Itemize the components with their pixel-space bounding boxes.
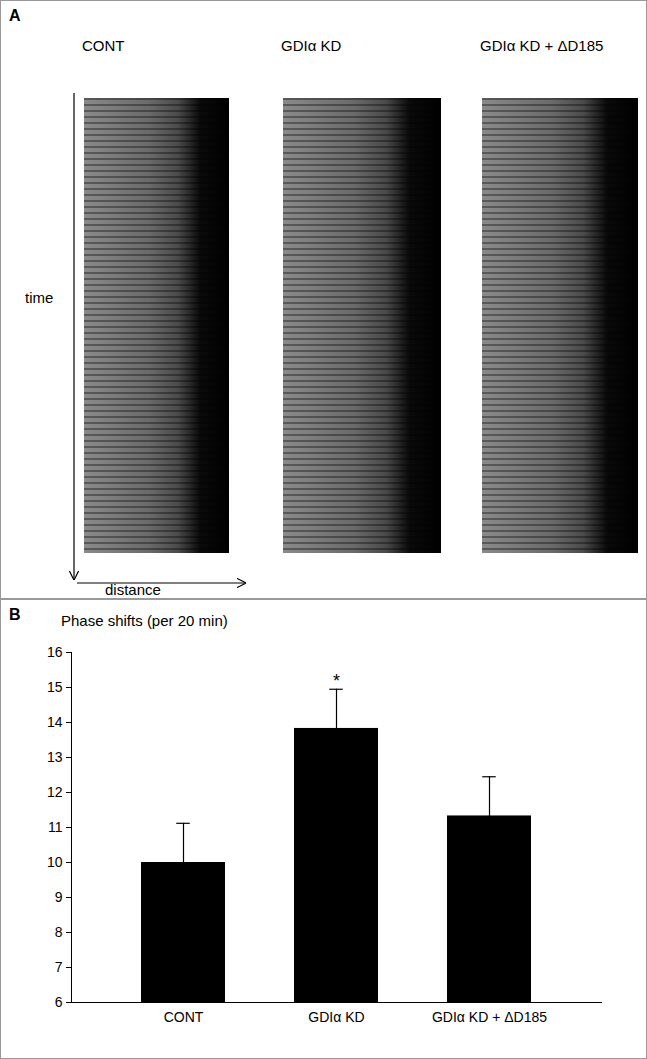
svg-text:*: * [333,671,340,691]
svg-text:10: 10 [47,854,63,870]
svg-text:14: 14 [47,714,63,730]
svg-text:CONT: CONT [164,1009,204,1025]
svg-text:9: 9 [55,889,63,905]
svg-text:distance: distance [105,581,161,598]
svg-text:12: 12 [47,784,63,800]
svg-text:6: 6 [55,994,63,1010]
html-text:Phase shifts (per 20 min): Phase shifts (per 20 min) [61,612,228,629]
svg-text:7: 7 [55,959,63,975]
svg-text:13: 13 [47,749,63,765]
html-text:A: A [9,7,21,24]
svg-text:GDIα KD + ΔD185: GDIα KD + ΔD185 [432,1009,547,1025]
html-text:B: B [9,606,21,623]
html-text:GDIα KD: GDIα KD [281,37,342,54]
svg-text:15: 15 [47,679,63,695]
html-text:GDIα KD + ΔD185: GDIα KD + ΔD185 [480,37,604,54]
html-text:CONT: CONT [82,37,125,54]
svg-text:time: time [25,289,53,306]
svg-text:16: 16 [47,644,63,660]
svg-text:11: 11 [48,819,63,835]
svg-text:GDIα KD: GDIα KD [308,1009,364,1025]
svg-text:8: 8 [55,924,63,940]
